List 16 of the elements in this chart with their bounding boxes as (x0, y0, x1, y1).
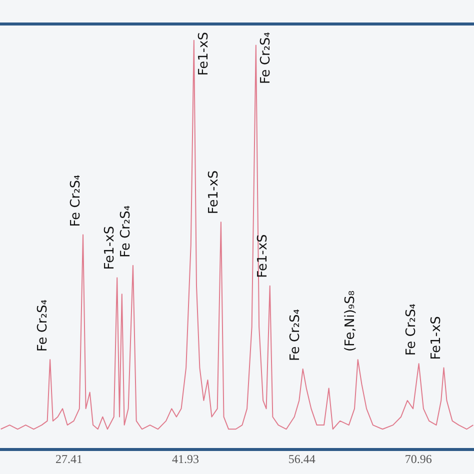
x-tick-label: 70.96 (404, 452, 432, 466)
annotation: Fe1-xS (429, 316, 444, 360)
annotation: Fe1-xS (255, 234, 270, 278)
x-tick-label: 41.93 (172, 452, 200, 466)
annotation: Fe1-xS (206, 170, 222, 214)
annotation: Fe Cr₂S₄ (118, 205, 134, 258)
x-tick-label: 27.41 (56, 452, 83, 466)
annotation: Fe Cr₂S₄ (404, 304, 420, 356)
x-tick-label: 56.44 (288, 452, 316, 466)
annotation: Fe1-xS (196, 32, 212, 76)
annotation: (Fe,Ni)₉S₈ (343, 290, 358, 352)
annotation: Fe Cr₂S₄ (35, 300, 50, 352)
annotation: Fe Cr₂S₄ (288, 308, 304, 361)
annotation: Fe Cr₂S₄ (258, 32, 274, 84)
annotation: Fe1-xS (102, 226, 118, 270)
annotation: Fe Cr₂S₄ (68, 174, 84, 227)
